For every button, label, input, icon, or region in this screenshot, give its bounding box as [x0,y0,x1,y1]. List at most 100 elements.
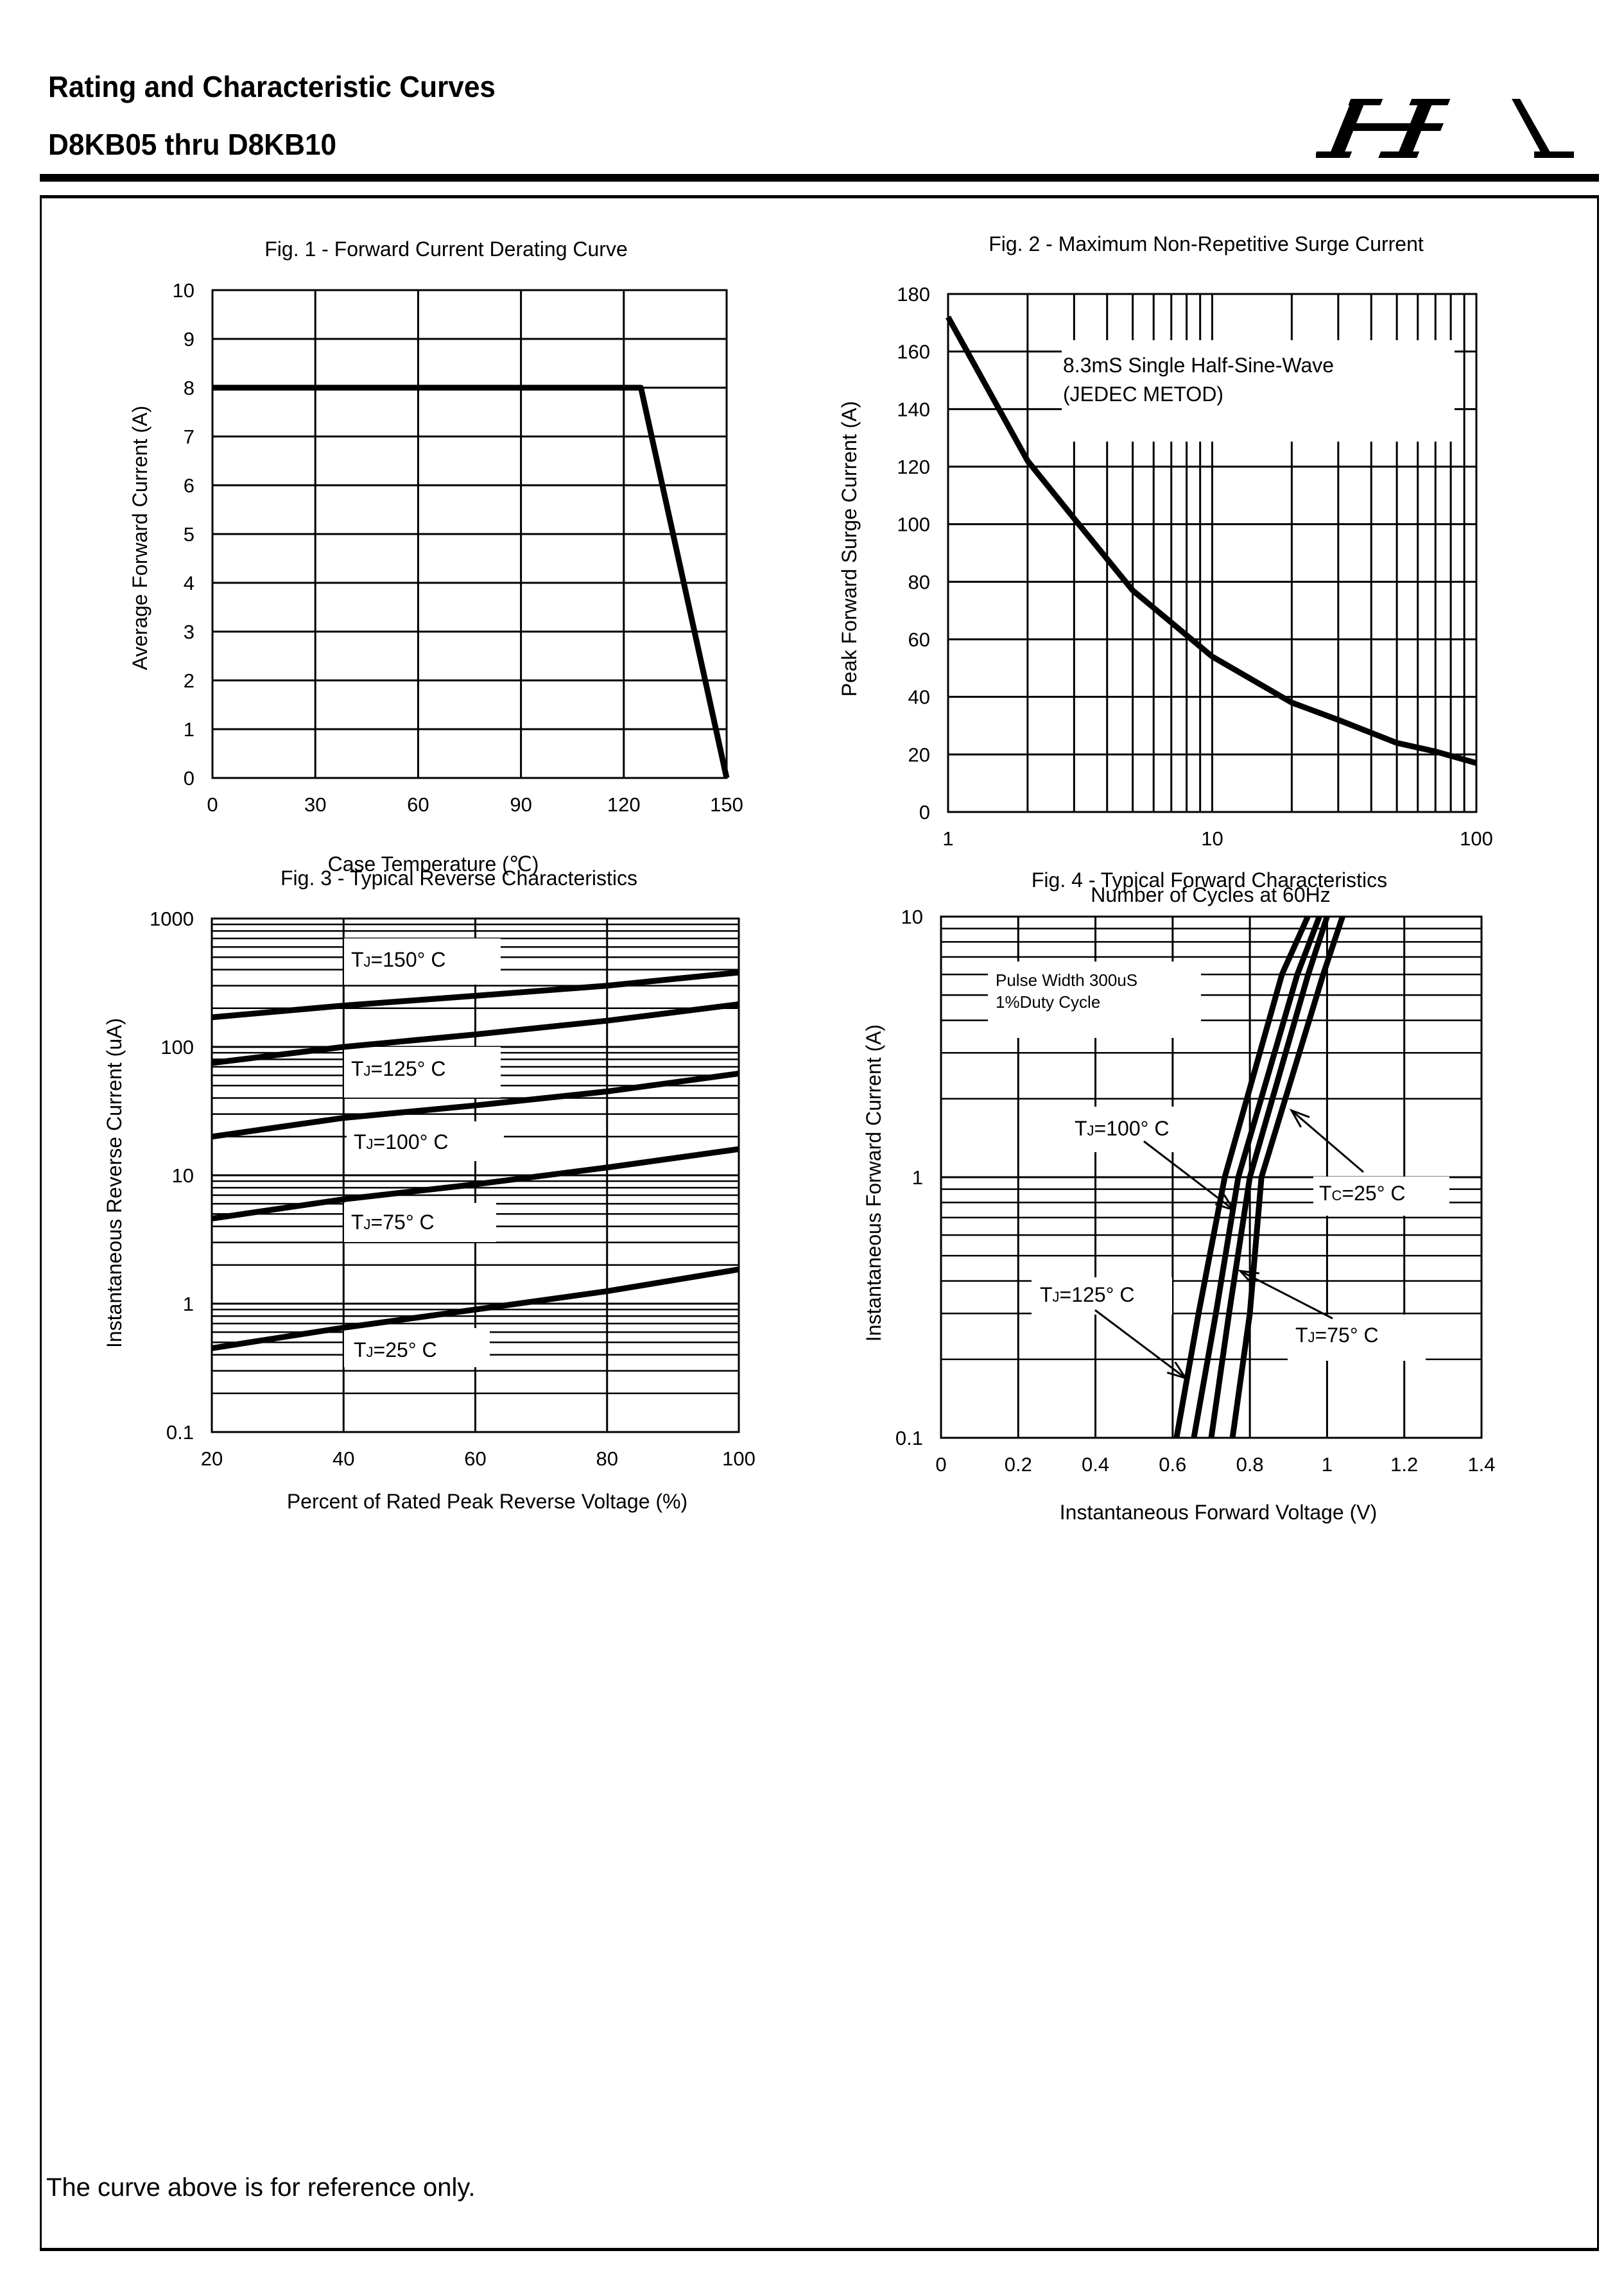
y-tick-label: 1 [912,1166,923,1189]
series-line [211,1266,739,1351]
x-tick-label: 100 [722,1447,756,1470]
series-line [211,969,739,1021]
series-label: TJ=125° C [1040,1283,1134,1306]
series-label-rest: =25° C [1342,1182,1405,1205]
series-label-main: T [1075,1117,1087,1140]
series-label-rest: =25° C [374,1338,437,1361]
y-tick-label: 1000 [150,908,194,930]
y-axis-label: Instantaneous Forward Current (A) [862,1024,885,1342]
annotation-text: Pulse Width 300uS [996,971,1137,990]
series-label-sub: J [364,1216,371,1232]
y-tick-label: 0.1 [166,1421,194,1444]
x-tick-label: 150 [710,793,743,816]
label-background [1313,1177,1449,1216]
series-line [1173,915,1311,1438]
x-tick-label: 0.4 [1082,1453,1109,1476]
series-label-main: T [1295,1324,1308,1347]
annotation-text: 8.3mS Single Half-Sine-Wave [1063,354,1334,377]
y-tick-label: 120 [897,456,930,478]
series-line [211,1001,739,1066]
company-logo [1316,99,1574,158]
y-tick-label: 1 [183,1293,194,1315]
series-label-rest: =75° C [371,1211,435,1234]
x-tick-label: 20 [201,1447,223,1470]
y-tick-label: 5 [184,523,194,546]
x-tick-label: 1.2 [1390,1453,1418,1476]
part-range-title: D8KB05 thru D8KB10 [48,128,337,161]
series-label-rest: =150° C [371,948,446,971]
label-background [344,1047,501,1098]
annotation-text: (JEDEC METOD) [1063,383,1223,406]
series-label: TJ=150° C [351,948,445,971]
series-label-sub: J [364,954,371,970]
series-label: TJ=75° C [1295,1324,1379,1347]
series-label-sub: C [1332,1187,1342,1204]
y-tick-label: 60 [908,628,930,651]
chart-fig-4: 0 0.2 0.4 0.6 0.8 1 1.2 1.4 0.1 1 10 Fig. 4 - Typic… [862,868,1496,1524]
y-axis-label: Instantaneous Reverse Current (uA) [103,1018,126,1348]
y-tick-label: 3 [184,621,194,643]
label-background [1067,1107,1192,1152]
page-title: Rating and Characteristic Curves [48,70,496,103]
pointer-arrow-line [1094,1309,1186,1379]
label-background [344,1328,490,1367]
chart-fig-1: 0 30 60 90 120 150 0 1 2 3 4 5 6 7 8 9 10 Fig. 1 - Forwar… [128,237,743,876]
annotation-text: 1%Duty Cycle [996,992,1100,1012]
series-label-rest: =125° C [371,1057,446,1080]
series-label-sub: J [1308,1329,1315,1345]
chart-title: Fig. 3 - Typical Reverse Characteristics [281,867,637,890]
x-tick-label: 1.4 [1467,1453,1495,1476]
y-axis-label: Average Forward Current (A) [128,406,151,670]
x-tick-label: 60 [464,1447,486,1470]
pointer-arrow-line [1291,1109,1364,1173]
y-tick-label: 40 [908,686,930,709]
series-line [211,1071,739,1140]
x-tick-label: 90 [510,793,531,816]
series-label-rest: =75° C [1315,1324,1379,1347]
x-tick-label: 0 [207,793,218,816]
series-label: TC=25° C [1319,1182,1406,1205]
plot-frame [211,917,740,1433]
arrow-head-icon [1214,1193,1236,1212]
x-tick-label: 120 [607,793,641,816]
y-tick-label: 140 [897,398,930,420]
y-tick-label: 10 [901,906,923,928]
x-tick-label: 40 [333,1447,354,1470]
series-line [212,384,730,779]
y-tick-label: 20 [908,743,930,766]
y-axis-label: Peak Forward Surge Current (A) [838,401,861,697]
x-tick-label: 0.2 [1005,1453,1032,1476]
series-label: TJ=100° C [354,1130,448,1153]
y-tick-label: 4 [184,572,194,594]
x-axis-label: Number of Cycles at 60Hz [1091,883,1330,906]
series-label: TJ=75° C [351,1211,435,1234]
series-label-rest: =100° C [374,1130,449,1153]
x-tick-label: 0.6 [1159,1453,1186,1476]
y-tick-label: 6 [184,474,194,497]
x-tick-label: 80 [596,1447,618,1470]
pointer-arrow-line [1143,1140,1234,1211]
x-tick-label: 100 [1460,827,1493,850]
label-background [988,962,1201,1038]
x-tick-label: 30 [304,793,326,816]
y-tick-label: 10 [172,1164,194,1187]
arrow-head-icon [1166,1361,1188,1380]
x-tick-label: 1 [1322,1453,1333,1476]
series-label-main: T [351,948,364,971]
content-frame [40,195,1599,2251]
x-tick-label: 0.8 [1236,1453,1264,1476]
y-tick-label: 9 [184,328,194,350]
series-label-sub: J [367,1136,374,1152]
y-tick-label: 1 [184,718,194,741]
x-tick-label: 60 [407,793,429,816]
label-background [344,938,501,985]
chart-fig-3: 20 40 60 80 100 0.1 1 10 100 1000 Fig. 3 - Typical… [103,867,756,1513]
series-label: TJ=25° C [354,1338,437,1361]
series-label-main: T [351,1211,364,1234]
label-background [344,1203,496,1242]
y-tick-label: 100 [160,1036,194,1058]
y-tick-label: 7 [184,426,194,448]
series-label-sub: J [367,1344,374,1360]
y-tick-label: 0.1 [895,1427,923,1449]
